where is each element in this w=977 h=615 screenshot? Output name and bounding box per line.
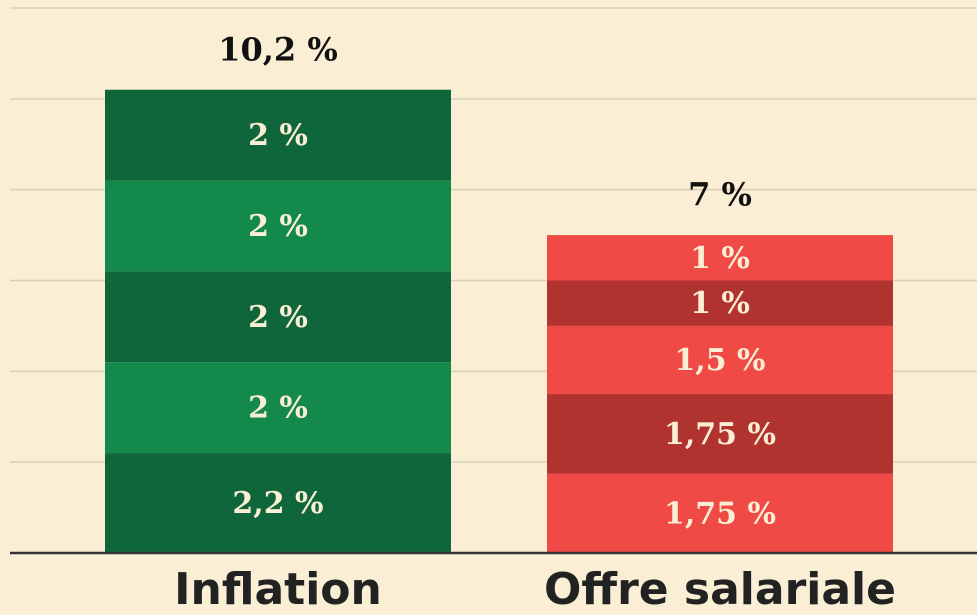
bar-segment	[547, 473, 893, 553]
bar-segment	[105, 362, 451, 454]
segment-label: 1,5 %	[674, 343, 765, 378]
segment-label: 2 %	[248, 209, 308, 244]
segment-label: 2 %	[248, 391, 308, 426]
x-tick-label: Offre salariale	[544, 564, 896, 615]
bar-segment	[105, 180, 451, 272]
bar-segment	[105, 89, 451, 181]
bar-segment	[105, 271, 451, 363]
segment-label: 1,75 %	[664, 496, 776, 531]
total-label: 10,2 %	[218, 30, 337, 68]
bar-segment	[547, 280, 893, 326]
x-tick-label: Inflation	[174, 564, 382, 615]
bar-segment	[547, 394, 893, 474]
segment-label: 1 %	[690, 286, 750, 321]
total-label: 7 %	[688, 176, 752, 214]
segment-label: 2 %	[248, 118, 308, 153]
segment-label: 1,75 %	[664, 417, 776, 452]
segment-label: 2 %	[248, 300, 308, 335]
segment-label: 1 %	[690, 241, 750, 276]
bar-segment	[547, 325, 893, 395]
bar-segment	[547, 235, 893, 281]
bar-segment	[105, 453, 451, 553]
segment-label: 2,2 %	[232, 486, 323, 521]
